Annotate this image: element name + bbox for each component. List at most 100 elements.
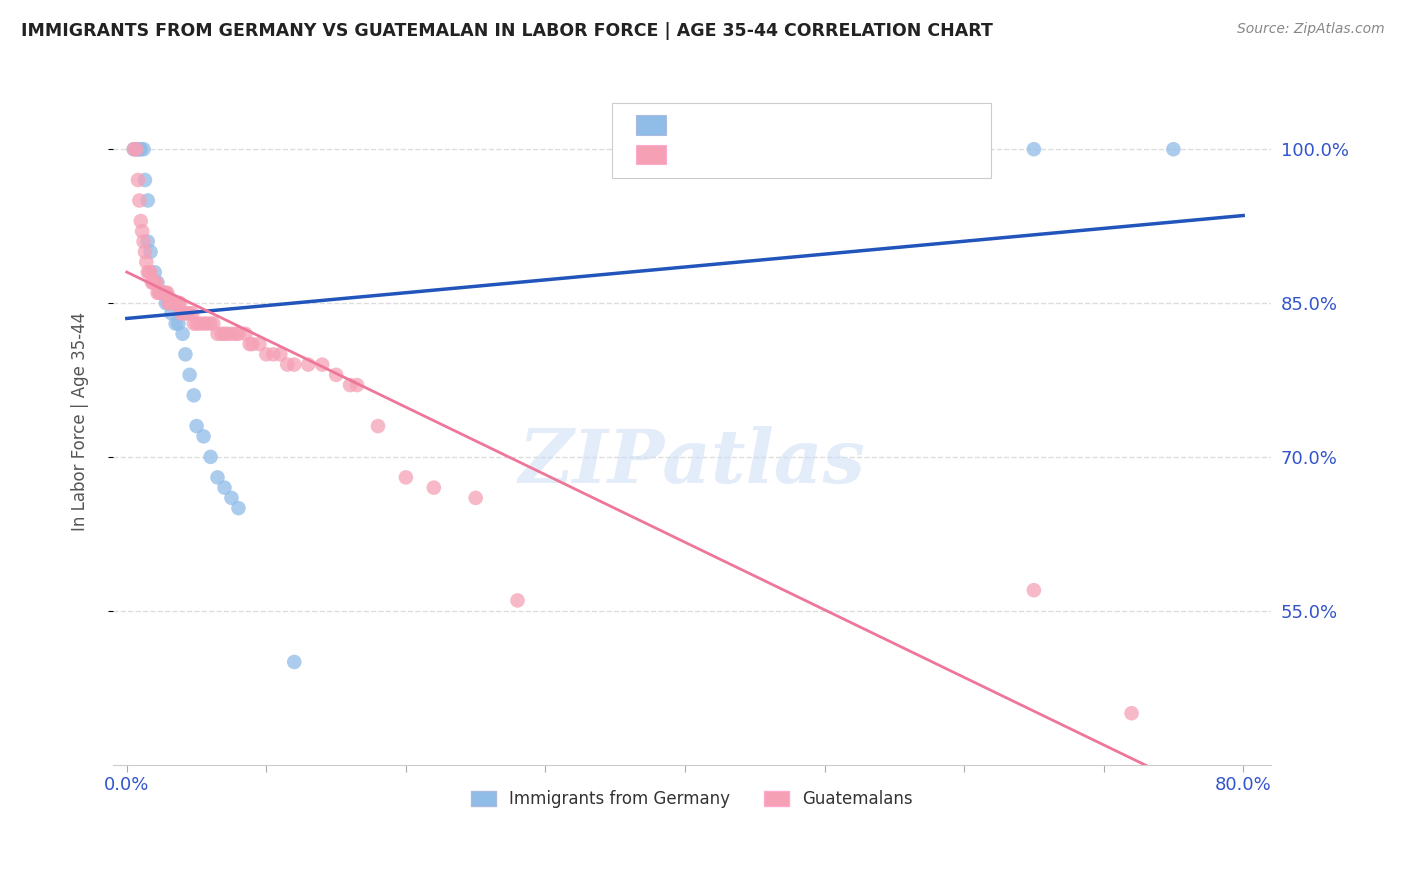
- Point: [254, 347, 277, 361]
- Point: [346, 378, 368, 392]
- Point: [134, 173, 156, 187]
- Point: [247, 337, 270, 351]
- Point: [276, 358, 298, 372]
- Point: [134, 244, 156, 259]
- Text: N = 73: N = 73: [796, 141, 863, 159]
- Point: [464, 491, 486, 505]
- Point: [153, 285, 176, 300]
- Point: [193, 429, 215, 443]
- Point: [172, 306, 194, 320]
- Y-axis label: In Labor Force | Age 35-44: In Labor Force | Age 35-44: [72, 311, 89, 531]
- Point: [202, 317, 225, 331]
- Point: [262, 347, 284, 361]
- Point: [172, 326, 194, 341]
- Point: [200, 450, 222, 464]
- Point: [155, 296, 177, 310]
- Point: [149, 285, 172, 300]
- Point: [242, 337, 264, 351]
- Point: [193, 317, 215, 331]
- Point: [1022, 142, 1045, 156]
- Point: [181, 306, 204, 320]
- Point: [125, 142, 148, 156]
- Point: [176, 306, 198, 320]
- Text: 0.293: 0.293: [714, 112, 783, 129]
- Point: [162, 296, 184, 310]
- Point: [127, 173, 149, 187]
- Point: [163, 296, 186, 310]
- Point: [152, 285, 174, 300]
- Point: [311, 358, 333, 372]
- Point: [138, 265, 160, 279]
- Point: [214, 481, 236, 495]
- Point: [174, 347, 197, 361]
- Point: [159, 296, 181, 310]
- Point: [283, 655, 305, 669]
- Point: [207, 326, 229, 341]
- Legend: Immigrants from Germany, Guatemalans: Immigrants from Germany, Guatemalans: [464, 783, 920, 814]
- Point: [122, 142, 145, 156]
- Point: [146, 276, 169, 290]
- Point: [195, 317, 218, 331]
- Point: [132, 142, 155, 156]
- Point: [183, 388, 205, 402]
- Point: [125, 142, 148, 156]
- Point: [160, 306, 183, 320]
- Point: [339, 378, 361, 392]
- Point: [148, 285, 170, 300]
- Point: [139, 244, 162, 259]
- Point: [127, 142, 149, 156]
- Text: R =: R =: [672, 141, 706, 159]
- Point: [160, 296, 183, 310]
- Point: [367, 419, 389, 434]
- Point: [211, 326, 233, 341]
- Point: [235, 326, 257, 341]
- Point: [132, 235, 155, 249]
- Text: N = 33: N = 33: [796, 112, 863, 129]
- Point: [200, 317, 222, 331]
- Text: R =: R =: [672, 112, 706, 129]
- Point: [186, 317, 208, 331]
- Point: [228, 501, 250, 516]
- Point: [131, 224, 153, 238]
- Point: [143, 276, 166, 290]
- Point: [188, 317, 211, 331]
- Point: [1163, 142, 1185, 156]
- Point: [325, 368, 347, 382]
- Point: [143, 265, 166, 279]
- Point: [157, 296, 180, 310]
- Point: [423, 481, 446, 495]
- Point: [128, 142, 150, 156]
- Point: [141, 276, 163, 290]
- Text: Source: ZipAtlas.com: Source: ZipAtlas.com: [1237, 22, 1385, 37]
- Point: [128, 194, 150, 208]
- Point: [129, 142, 152, 156]
- Point: [170, 306, 193, 320]
- Point: [1121, 706, 1143, 721]
- Point: [221, 491, 243, 505]
- Point: [186, 419, 208, 434]
- Point: [135, 255, 157, 269]
- Point: [150, 285, 173, 300]
- Point: [228, 326, 250, 341]
- Text: -0.090: -0.090: [714, 141, 785, 159]
- Point: [122, 142, 145, 156]
- Point: [139, 265, 162, 279]
- Point: [179, 306, 201, 320]
- Point: [167, 296, 190, 310]
- Point: [155, 285, 177, 300]
- Point: [156, 285, 179, 300]
- Text: ZIPatlas: ZIPatlas: [519, 426, 866, 499]
- Point: [136, 194, 159, 208]
- Point: [395, 470, 418, 484]
- Point: [269, 347, 291, 361]
- Point: [145, 276, 167, 290]
- Point: [283, 358, 305, 372]
- Point: [169, 296, 191, 310]
- Point: [153, 285, 176, 300]
- Point: [165, 317, 187, 331]
- Point: [167, 317, 190, 331]
- Point: [146, 285, 169, 300]
- Point: [207, 470, 229, 484]
- Point: [142, 276, 165, 290]
- Point: [136, 235, 159, 249]
